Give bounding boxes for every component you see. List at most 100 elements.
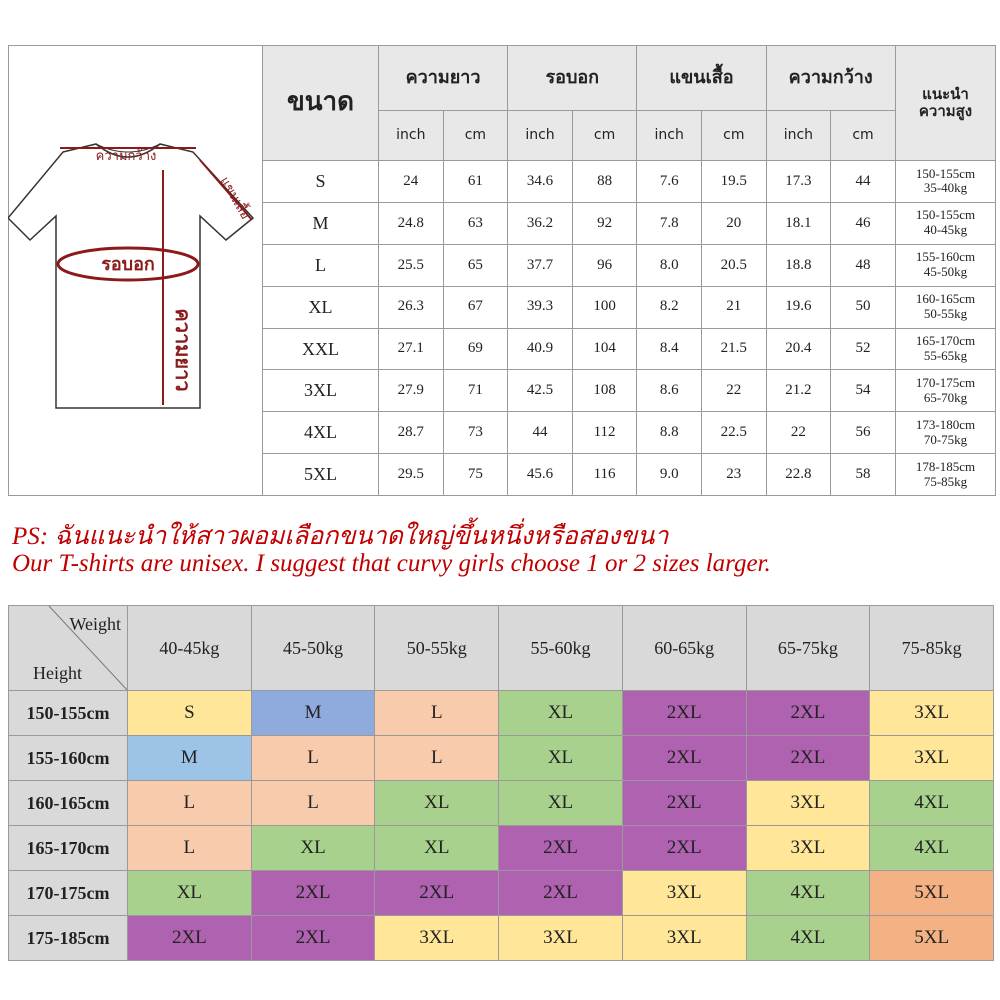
size-recommendation: 2XL — [745, 735, 871, 781]
measure-cell: 34.6 — [507, 160, 573, 203]
size-recommendation: 4XL — [869, 825, 994, 871]
measure-cell: 67 — [442, 285, 509, 329]
weight-range: 75-85kg — [923, 473, 968, 489]
height-range: 178-185cm — [915, 458, 976, 474]
size-recommendation: 2XL — [250, 870, 376, 916]
measure-cell: 20.4 — [765, 327, 832, 371]
weight-range: 50-55kg — [923, 306, 968, 322]
measure-cell: 29.5 — [378, 453, 444, 496]
group-header: แขนเสื้อ — [636, 45, 767, 111]
measure-cell: 27.1 — [378, 327, 444, 371]
weight-header: 40-45kg — [127, 605, 252, 691]
unit-header: inch — [765, 110, 832, 161]
size-recommendation: 2XL — [250, 915, 376, 961]
measure-cell: 39.3 — [507, 285, 573, 329]
measure-cell: 7.6 — [636, 160, 702, 203]
height-range: 155-160cm — [915, 249, 976, 265]
height-range: 160-165cm — [915, 291, 976, 307]
measure-cell: 40.9 — [507, 327, 573, 371]
unit-header: inch — [507, 110, 573, 161]
weight-header: 65-75kg — [745, 605, 871, 691]
group-header: ความกว้าง — [765, 45, 896, 111]
weight-header: 60-65kg — [621, 605, 747, 691]
tshirt-diagram: ความกว้าง แขนเสื้อ รอบอก ความยาว — [8, 143, 255, 409]
size-recommendation: 3XL — [621, 870, 747, 916]
measure-cell: 50 — [830, 285, 896, 329]
measure-cell: 54 — [830, 369, 896, 413]
recommend-cell: 178-185cm 75-85kg — [895, 453, 996, 496]
measure-cell: 116 — [571, 453, 638, 496]
size-recommendation: XL — [498, 780, 623, 826]
measure-cell: 73 — [442, 411, 509, 455]
measure-cell: 18.1 — [765, 201, 832, 245]
chest-label: รอบอก — [101, 254, 155, 274]
measure-cell: 104 — [571, 327, 638, 371]
height-range: 170-175cm — [915, 374, 976, 390]
size-recommendation: M — [250, 690, 376, 736]
size-recommendation: L — [374, 735, 500, 781]
size-recommendation: 3XL — [745, 780, 871, 826]
unit-header: cm — [701, 110, 767, 161]
measure-cell: 46 — [830, 201, 896, 245]
measure-cell: 8.8 — [636, 411, 702, 455]
size-recommendation: 4XL — [745, 915, 871, 961]
size-recommendation: 2XL — [621, 735, 747, 781]
height-label: Height — [33, 663, 82, 684]
size-cell: XL — [262, 285, 379, 329]
size-recommendation: 2XL — [127, 915, 252, 961]
recommend-cell: 150-155cm 35-40kg — [895, 160, 996, 203]
size-recommendation: 2XL — [374, 870, 500, 916]
note-english: Our T-shirts are unisex. I suggest that … — [12, 550, 771, 577]
recommend-cell: 165-170cm 55-65kg — [895, 327, 996, 371]
collar — [95, 143, 161, 153]
measure-cell: 88 — [571, 160, 638, 203]
measure-cell: 17.3 — [765, 160, 832, 203]
height-header: 150-155cm — [8, 690, 128, 736]
measure-cell: 112 — [571, 411, 638, 455]
recommend-cell: 155-160cm 45-50kg — [895, 243, 996, 287]
measure-cell: 58 — [830, 453, 896, 496]
height-range: 150-155cm — [915, 207, 976, 223]
size-recommendation: XL — [374, 825, 500, 871]
size-recommendation: S — [127, 690, 252, 736]
measure-cell: 75 — [442, 453, 509, 496]
measure-cell: 61 — [442, 160, 509, 203]
measure-cell: 52 — [830, 327, 896, 371]
size-recommendation: XL — [127, 870, 252, 916]
size-recommendation: M — [127, 735, 252, 781]
measure-cell: 65 — [442, 243, 509, 287]
tshirt-outline — [8, 143, 255, 409]
size-cell: XXL — [262, 327, 379, 371]
size-recommendation: L — [374, 690, 500, 736]
size-header: ขนาด — [262, 45, 379, 161]
group-header: รอบอก — [507, 45, 638, 111]
weight-header: 45-50kg — [250, 605, 376, 691]
measure-cell: 108 — [571, 369, 638, 413]
unit-header: inch — [378, 110, 444, 161]
weight-range: 70-75kg — [923, 431, 968, 447]
measure-cell: 8.4 — [636, 327, 702, 371]
measure-cell: 63 — [442, 201, 509, 245]
height-header: 170-175cm — [8, 870, 128, 916]
measure-cell: 44 — [507, 411, 573, 455]
size-cell: S — [262, 160, 379, 203]
size-recommendation: 3XL — [869, 735, 994, 781]
size-recommendation: 5XL — [869, 870, 994, 916]
size-recommendation: XL — [374, 780, 500, 826]
measure-cell: 27.9 — [378, 369, 444, 413]
measure-cell: 22 — [765, 411, 832, 455]
measure-cell: 56 — [830, 411, 896, 455]
height-header: 155-160cm — [8, 735, 128, 781]
weight-range: 45-50kg — [923, 264, 968, 280]
measure-cell: 19.6 — [765, 285, 832, 329]
measure-cell: 8.2 — [636, 285, 702, 329]
measure-cell: 36.2 — [507, 201, 573, 245]
size-cell: 3XL — [262, 369, 379, 413]
recommend-cell: 170-175cm 65-70kg — [895, 369, 996, 413]
length-label: ความยาว — [171, 308, 193, 391]
size-recommendation: 2XL — [498, 870, 623, 916]
chest-ellipse — [56, 246, 200, 282]
measure-cell: 24.8 — [378, 201, 444, 245]
measure-cell: 9.0 — [636, 453, 702, 496]
